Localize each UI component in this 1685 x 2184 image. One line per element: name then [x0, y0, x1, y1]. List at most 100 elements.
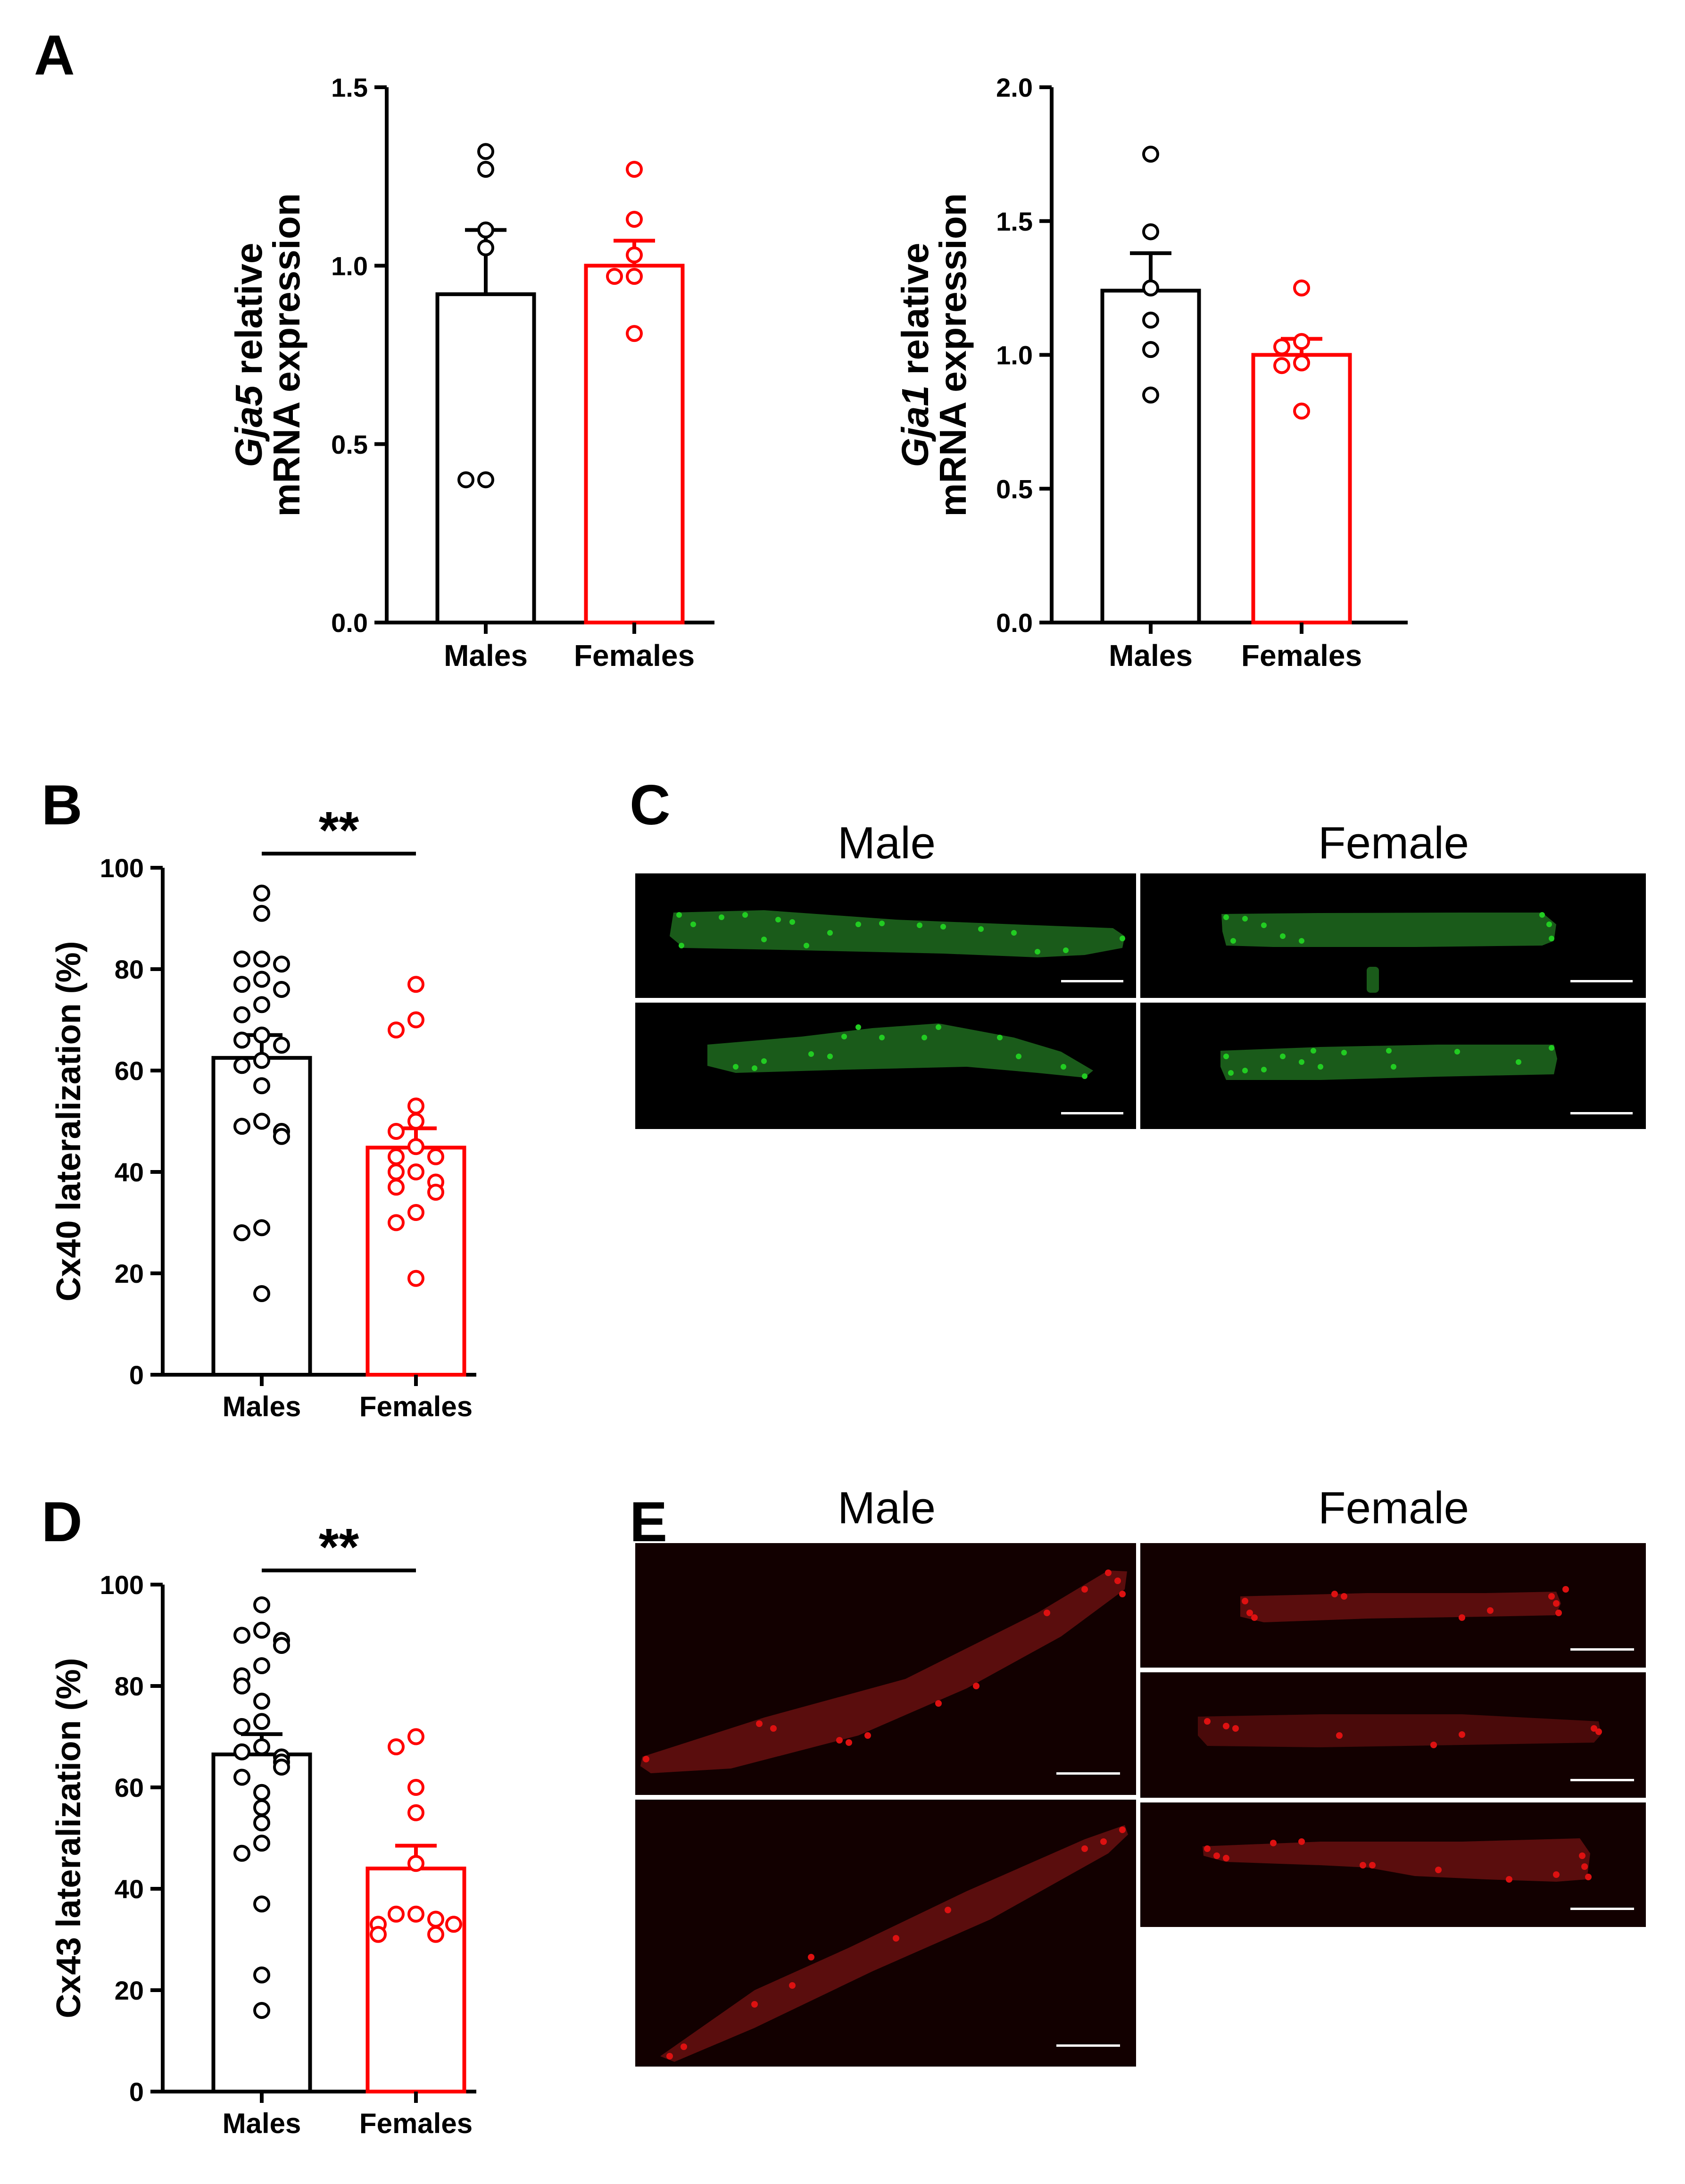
data-point: [1142, 386, 1159, 404]
data-point: [626, 246, 643, 264]
punctum: [1549, 936, 1554, 941]
data-point: [388, 1738, 405, 1755]
punctum: [921, 1035, 927, 1040]
y-tick-label: 60: [115, 1056, 144, 1086]
data-point: [1142, 341, 1159, 358]
micrograph-panel-c: Male Female: [635, 818, 1646, 1129]
punctum: [841, 1034, 847, 1039]
y-tick-label: 0: [129, 2077, 144, 2107]
punctum: [1016, 1054, 1021, 1059]
data-point: [233, 1743, 250, 1760]
data-point: [626, 161, 643, 178]
x-tick-label: Females: [1241, 639, 1362, 673]
data-point: [1142, 311, 1159, 329]
punctum: [1562, 1586, 1569, 1593]
punctum: [1341, 1593, 1347, 1600]
punctum: [1539, 912, 1545, 918]
y-tick-label: 0.0: [331, 608, 368, 638]
data-point: [233, 1718, 250, 1735]
punctum: [1204, 1845, 1211, 1852]
significance-stars: **: [319, 1518, 359, 1576]
significance-stars: **: [319, 801, 359, 859]
punctum: [643, 1756, 649, 1762]
cx43-female-cell-2: [1198, 1714, 1601, 1747]
punctum: [1579, 1852, 1585, 1859]
data-point: [407, 1779, 424, 1796]
punctum: [1228, 1070, 1234, 1076]
data-point: [253, 884, 270, 902]
data-point: [253, 1621, 270, 1639]
punctum: [1298, 1838, 1305, 1845]
bar-females: [365, 1146, 466, 1377]
punctum: [855, 922, 861, 927]
punctum: [1119, 1591, 1126, 1597]
punctum: [666, 2053, 673, 2059]
data-point: [253, 1077, 270, 1095]
bar-females: [584, 264, 685, 624]
punctum: [1435, 1867, 1442, 1873]
y-axis-label: Cx43 lateralization (%): [50, 1658, 88, 2018]
data-point: [253, 1026, 270, 1044]
punctum: [827, 930, 833, 936]
punctum: [1242, 916, 1248, 922]
punctum: [1585, 1874, 1592, 1880]
chart-cx40-lateralization: 0 20 40 60 80 100 Males Females Cx40 lateralizat…: [50, 801, 476, 1422]
data-point: [388, 1905, 405, 1923]
punctum: [1386, 1048, 1392, 1054]
data-point: [427, 1148, 444, 1165]
data-point: [253, 1814, 270, 1832]
data-point: [253, 1799, 270, 1816]
data-point: [273, 1759, 290, 1776]
punctum: [1114, 1578, 1121, 1584]
x-tick-label: Males: [1109, 639, 1193, 673]
y-tick-label: 80: [115, 955, 144, 984]
chart-cx43-lateralization: 0 20 40 60 80 100 Males Females Cx43 lateralizat…: [50, 1518, 476, 2139]
x-tick-label: Females: [359, 2108, 473, 2139]
punctum: [936, 1024, 941, 1030]
data-point: [407, 1270, 424, 1287]
data-point: [273, 1637, 290, 1654]
data-point: [253, 1966, 270, 1984]
punctum: [1360, 1862, 1366, 1868]
data-point: [626, 268, 643, 285]
bar-females: [1251, 353, 1352, 624]
punctum: [761, 937, 767, 942]
x-tick-label: Males: [444, 639, 528, 673]
data-point: [477, 239, 494, 257]
y-tick-label: 0.0: [996, 608, 1033, 638]
data-point: [407, 1138, 424, 1155]
punctum: [1100, 1838, 1107, 1845]
punctum: [1280, 933, 1286, 939]
punctum: [1369, 1862, 1376, 1868]
punctum: [1331, 1591, 1338, 1597]
y-axis-label-rest: relative: [894, 243, 936, 385]
punctum: [893, 1935, 899, 1942]
chart-gja5: 0.0 0.5 1.0 1.5 Males Females Gja5 relativemRN…: [228, 73, 714, 673]
data-point: [1293, 279, 1310, 297]
punctum: [1035, 949, 1040, 955]
data-point: [253, 1895, 270, 1913]
y-axis-label-line2: mRNA expression: [932, 193, 974, 516]
punctum: [855, 1024, 861, 1030]
data-point: [445, 1916, 462, 1933]
cx43-male-cell-2: [660, 1825, 1128, 2062]
punctum: [1242, 1068, 1248, 1073]
punctum: [917, 922, 922, 928]
punctum: [1459, 1614, 1465, 1621]
punctum: [1299, 938, 1304, 944]
data-point: [253, 1052, 270, 1069]
punctum: [935, 1700, 942, 1707]
punctum: [1553, 1871, 1560, 1878]
punctum: [1044, 1610, 1050, 1616]
data-point: [273, 1037, 290, 1054]
data-point: [253, 1657, 270, 1674]
scale-bar: [1570, 1908, 1634, 1910]
data-point: [253, 971, 270, 988]
data-point: [606, 268, 623, 285]
data-point: [427, 1910, 444, 1928]
y-tick-label: 1.0: [331, 251, 368, 281]
panel-letter-d: D: [42, 1490, 83, 1553]
panel-letter-b: B: [42, 773, 83, 837]
punctum: [1120, 936, 1125, 941]
